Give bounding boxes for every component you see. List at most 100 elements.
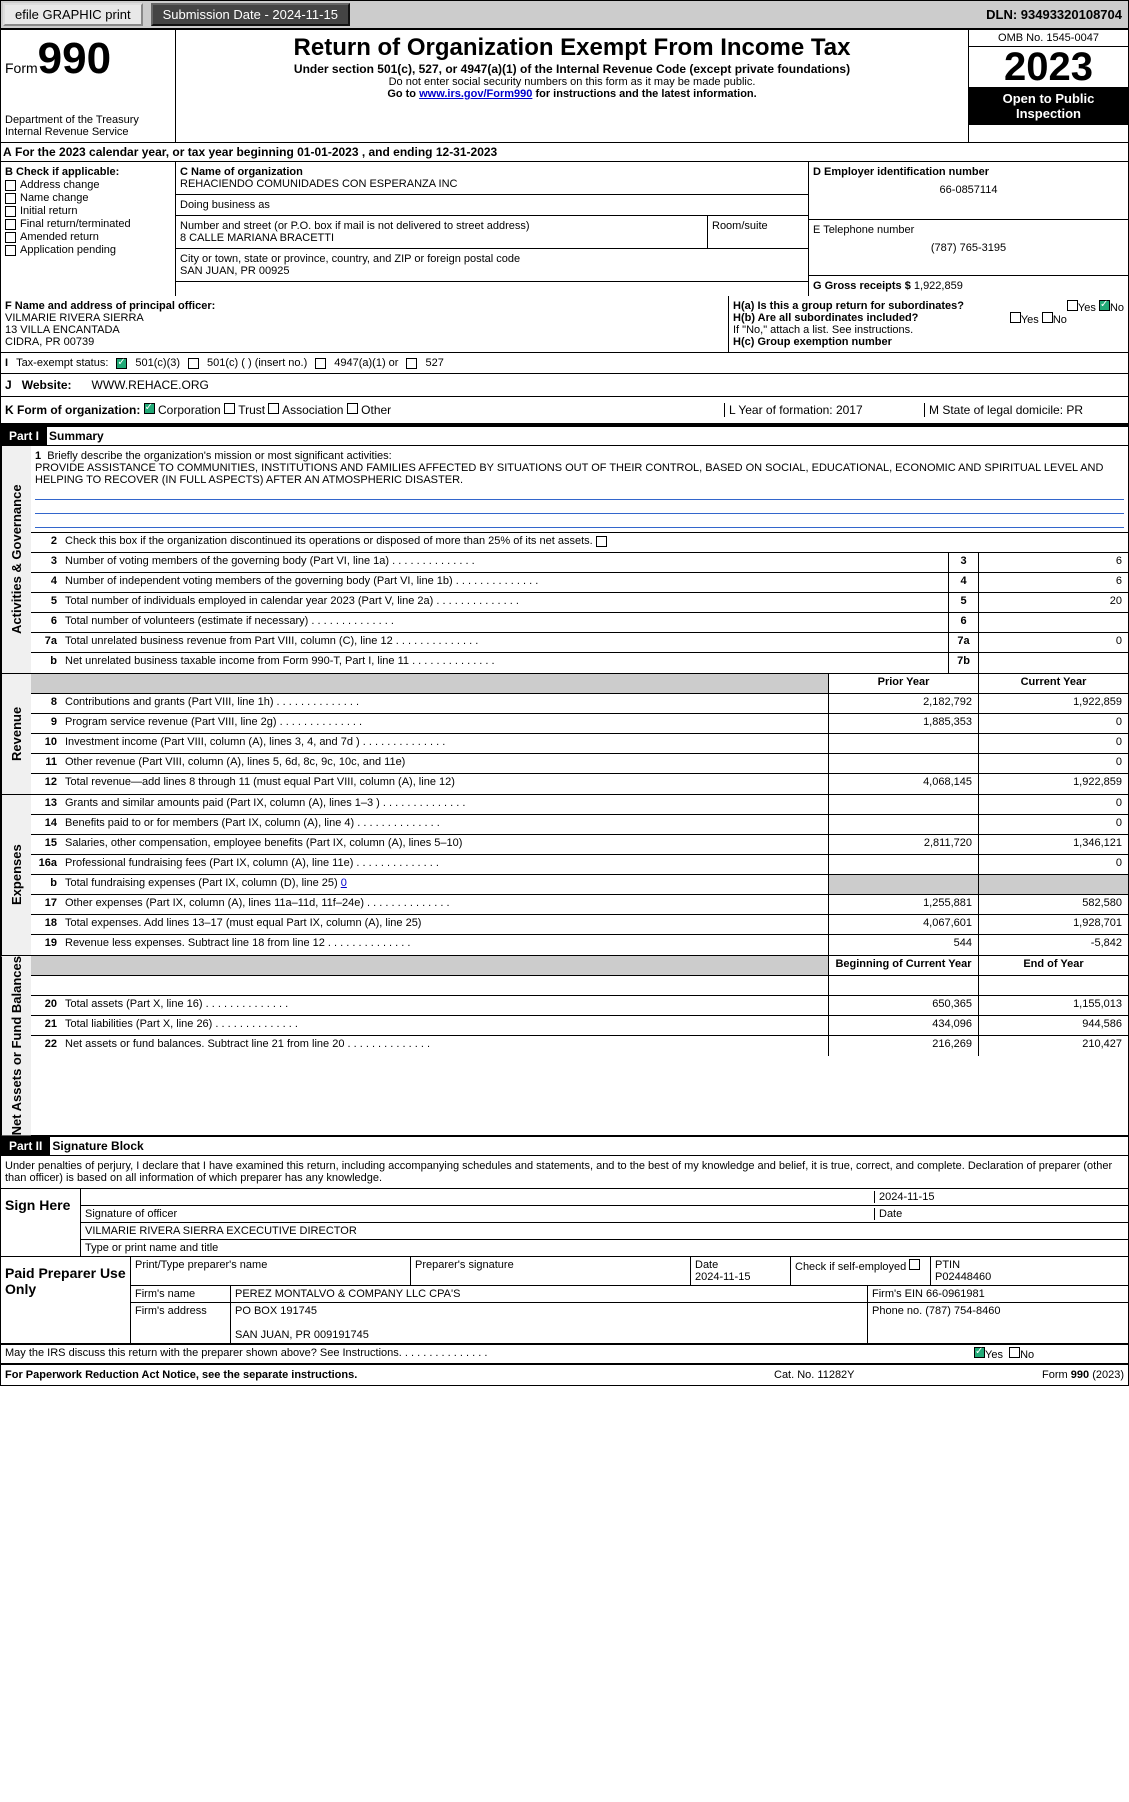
l15-prior: 2,811,720 [828,835,978,854]
street-value: 8 CALLE MARIANA BRACETTI [180,232,703,244]
hb-no-checkbox[interactable] [1042,312,1053,323]
l21-curr: 944,586 [978,1016,1128,1035]
dept-treasury: Department of the Treasury [5,114,171,126]
type-print-label: Type or print name and title [81,1240,1128,1256]
corp-checkbox[interactable] [144,403,155,414]
form-footer: Form 990 (2023) [974,1369,1124,1381]
501c-checkbox[interactable] [188,358,199,369]
l2-text: Check this box if the organization disco… [65,535,593,547]
mission-text: PROVIDE ASSISTANCE TO COMMUNITIES, INSTI… [35,462,1103,486]
ptin-val: P02448460 [935,1271,991,1283]
part1-header: Part I [1,427,47,445]
l9-curr: 0 [978,714,1128,733]
l11-curr: 0 [978,754,1128,773]
row-a-tax-year: A For the 2023 calendar year, or tax yea… [1,143,1128,162]
pra-notice: For Paperwork Reduction Act Notice, see … [5,1369,774,1381]
form-container: Form990 Department of the Treasury Inter… [0,29,1129,1386]
city-label: City or town, state or province, country… [180,253,804,265]
begin-year-hdr: Beginning of Current Year [828,956,978,975]
l11-prior [828,754,978,773]
l22-prior: 216,269 [828,1036,978,1056]
boxb-checkbox[interactable] [5,232,16,243]
dln: DLN: 93493320108704 [986,7,1126,22]
boxb-checkbox[interactable] [5,180,16,191]
l9-text: Program service revenue (Part VIII, line… [61,714,828,733]
hc-label: H(c) Group exemption number [733,336,1124,348]
l9-prior: 1,885,353 [828,714,978,733]
l15-curr: 1,346,121 [978,835,1128,854]
assoc-checkbox[interactable] [268,403,279,414]
l8-prior: 2,182,792 [828,694,978,713]
ha-no-checkbox[interactable] [1099,300,1110,311]
box-f-label: F Name and address of principal officer: [5,300,724,312]
box-b-label: B Check if applicable: [5,166,171,178]
l12-prior: 4,068,145 [828,774,978,794]
l20-curr: 1,155,013 [978,996,1128,1015]
part1-title: Summary [47,427,106,445]
cat-number: Cat. No. 11282Y [774,1369,974,1381]
goto-link[interactable]: www.irs.gov/Form990 [419,88,532,100]
l6-val [978,613,1128,632]
prep-date-val: 2024-11-15 [695,1271,750,1283]
goto-label: Go to [387,88,419,100]
ptin-label: PTIN [935,1259,960,1271]
boxb-checkbox[interactable] [5,245,16,256]
discuss-yes-checkbox[interactable] [974,1347,985,1358]
l16a-text: Professional fundraising fees (Part IX, … [61,855,828,874]
paid-preparer-label: Paid Preparer Use Only [1,1257,131,1343]
boxb-checkbox[interactable] [5,193,16,204]
l7a-text: Total unrelated business revenue from Pa… [61,633,948,652]
discuss-no-checkbox[interactable] [1009,1347,1020,1358]
boxb-checkbox[interactable] [5,206,16,217]
l16a-prior [828,855,978,874]
boxb-item-label: Amended return [20,231,99,243]
hb-yes-checkbox[interactable] [1010,312,1021,323]
end-year-hdr: End of Year [978,956,1128,975]
l7b-text: Net unrelated business taxable income fr… [61,653,948,673]
501c3-checkbox[interactable] [116,358,127,369]
ssn-warning: Do not enter social security numbers on … [180,76,964,88]
l19-curr: -5,842 [978,935,1128,955]
trust-checkbox[interactable] [224,403,235,414]
self-employed-checkbox[interactable] [909,1259,920,1270]
l4-val: 6 [978,573,1128,592]
l14-prior [828,815,978,834]
state-domicile: M State of legal domicile: PR [924,403,1124,417]
l10-curr: 0 [978,734,1128,753]
website-value: WWW.REHACE.ORG [92,378,209,392]
perjury-text: Under penalties of perjury, I declare th… [1,1156,1128,1189]
row-i-label: Tax-exempt status: [16,357,108,369]
527-checkbox[interactable] [406,358,417,369]
l7a-val: 0 [978,633,1128,652]
efile-button[interactable]: efile GRAPHIC print [3,3,143,26]
l2-checkbox[interactable] [596,536,607,547]
sig-date-label: Date [874,1208,1124,1220]
box-g-label: G Gross receipts $ [813,280,911,292]
4947-checkbox[interactable] [315,358,326,369]
l22-text: Net assets or fund balances. Subtract li… [61,1036,828,1056]
other-checkbox[interactable] [347,403,358,414]
prep-phone-val: (787) 754-8460 [925,1305,1000,1317]
prep-check-label: Check if self-employed [795,1261,906,1273]
part2-header: Part II [1,1137,50,1155]
l20-prior: 650,365 [828,996,978,1015]
boxb-item-label: Address change [20,179,100,191]
l10-prior [828,734,978,753]
l17-curr: 582,580 [978,895,1128,914]
officer-name: VILMARIE RIVERA SIERRA [5,312,724,324]
submission-date[interactable]: Submission Date - 2024-11-15 [151,3,350,26]
l16b-val[interactable]: 0 [341,877,347,889]
prep-phone-label: Phone no. [872,1305,922,1317]
city-value: SAN JUAN, PR 00925 [180,265,804,277]
boxb-item-label: Final return/terminated [20,218,131,230]
l15-text: Salaries, other compensation, employee b… [61,835,828,854]
toolbar: efile GRAPHIC print Submission Date - 20… [0,0,1129,29]
l12-text: Total revenue—add lines 8 through 11 (mu… [61,774,828,794]
l14-curr: 0 [978,815,1128,834]
current-year-hdr: Current Year [978,674,1128,693]
boxb-checkbox[interactable] [5,219,16,230]
l19-prior: 544 [828,935,978,955]
firm-ein-label: Firm's EIN [872,1288,923,1300]
ha-yes-checkbox[interactable] [1067,300,1078,311]
l8-curr: 1,922,859 [978,694,1128,713]
